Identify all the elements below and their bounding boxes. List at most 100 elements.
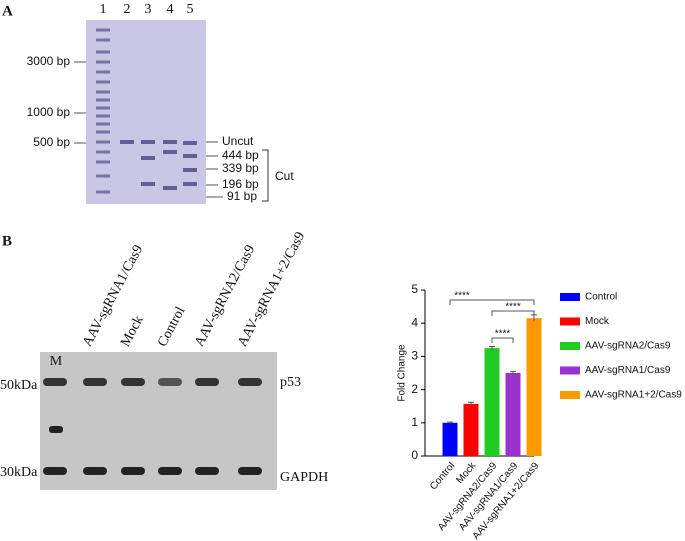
y-tick-label: 3 (411, 349, 418, 363)
ladder-band (96, 70, 110, 74)
significance-bracket (449, 299, 535, 305)
band-label: 91 bp (227, 189, 257, 203)
lane-label: Control (155, 304, 188, 349)
bar (505, 373, 521, 456)
p53-band (83, 378, 107, 386)
band-label: 444 bp (222, 148, 259, 162)
dna-band (141, 182, 155, 186)
significance-label: **** (454, 291, 470, 302)
p53-band (158, 378, 182, 386)
error-bar (489, 345, 495, 350)
legend-swatch (560, 293, 580, 301)
protein-label: GAPDH (280, 470, 328, 485)
lane-label: M (50, 354, 63, 369)
gapdh-band (121, 467, 145, 475)
ladder-band (96, 114, 110, 118)
legend-label: Control (585, 292, 617, 303)
ladder-band (96, 106, 110, 110)
significance-label: **** (505, 302, 521, 313)
legend-label: Mock (585, 316, 610, 327)
marker-label: 500 bp (33, 135, 70, 149)
dna-band (120, 140, 134, 144)
panel-letter: A (2, 3, 13, 19)
dna-band (183, 182, 197, 186)
ladder-band (96, 90, 110, 94)
lane-number: 5 (187, 2, 194, 17)
p53-band (195, 378, 219, 386)
cut-label: Cut (275, 169, 294, 183)
size-label: 30kDa (0, 465, 38, 480)
p53-band (43, 378, 67, 386)
size-label: 50kDa (0, 378, 38, 393)
bar (526, 318, 542, 456)
legend-label: AAV-sgRNA1+2/Cas9 (585, 390, 682, 401)
gapdh-band (43, 467, 67, 475)
lane-number: 4 (167, 2, 174, 17)
significance-bracket (491, 310, 535, 316)
error-bar (447, 421, 453, 424)
ladder-band (96, 140, 110, 144)
lane-number: 1 (100, 2, 107, 17)
band-label: 196 bp (222, 177, 259, 191)
ladder-band (96, 38, 110, 42)
significance-label: **** (495, 329, 511, 340)
gapdh-band (83, 467, 107, 475)
y-axis-label: Fold Change (397, 344, 408, 402)
ladder-band (96, 50, 110, 54)
dna-band (163, 186, 177, 190)
ladder-band (96, 28, 110, 32)
dna-band (163, 140, 177, 144)
p53-band (121, 378, 145, 386)
ladder-band (96, 122, 110, 126)
gapdh-band (238, 467, 262, 475)
blot (40, 352, 277, 490)
gapdh-band (195, 467, 219, 475)
x-tick-label: Control (428, 461, 457, 493)
legend-swatch (560, 366, 580, 375)
y-tick-label: 0 (411, 448, 418, 462)
lane-number: 3 (145, 2, 152, 17)
protein-label: p53 (280, 375, 301, 390)
error-bar (468, 401, 474, 406)
y-tick-label: 2 (411, 382, 418, 396)
legend-label: AAV-sgRNA1/Cas9 (585, 365, 671, 376)
p53-band (238, 378, 262, 386)
dna-band (183, 141, 197, 145)
marker-band (49, 426, 63, 433)
ladder-band (96, 160, 110, 164)
ladder-band (96, 150, 110, 154)
ladder-band (96, 190, 110, 194)
y-tick-label: 5 (411, 282, 418, 296)
bar (463, 403, 479, 456)
marker-label: 3000 bp (27, 54, 71, 68)
lane-label: Mock (118, 313, 147, 349)
dna-band (141, 140, 155, 144)
legend-swatch (560, 317, 580, 326)
dna-band (183, 168, 197, 172)
ladder-band (96, 98, 110, 102)
dna-band (141, 156, 155, 160)
gapdh-band (158, 467, 182, 475)
band-label: Uncut (222, 134, 254, 148)
lane-number: 2 (124, 2, 131, 17)
error-bar (510, 370, 516, 375)
legend-swatch (560, 391, 580, 399)
y-tick-label: 4 (411, 315, 418, 329)
band-label: 339 bp (222, 161, 259, 175)
ladder-band (96, 174, 110, 178)
dna-band (183, 154, 197, 158)
legend-swatch (560, 342, 580, 350)
legend-label: AAV-sgRNA2/Cas9 (585, 341, 671, 352)
cut-bracket (262, 149, 269, 202)
significance-bracket (491, 337, 514, 343)
marker-label: 1000 bp (27, 105, 71, 119)
ladder-band (96, 130, 110, 134)
ladder-band (96, 60, 110, 64)
bar (484, 348, 500, 456)
dna-band (163, 150, 177, 154)
panel-letter: B (2, 233, 12, 249)
bar (442, 422, 458, 456)
ladder-band (96, 80, 110, 84)
y-tick-label: 1 (411, 415, 418, 429)
